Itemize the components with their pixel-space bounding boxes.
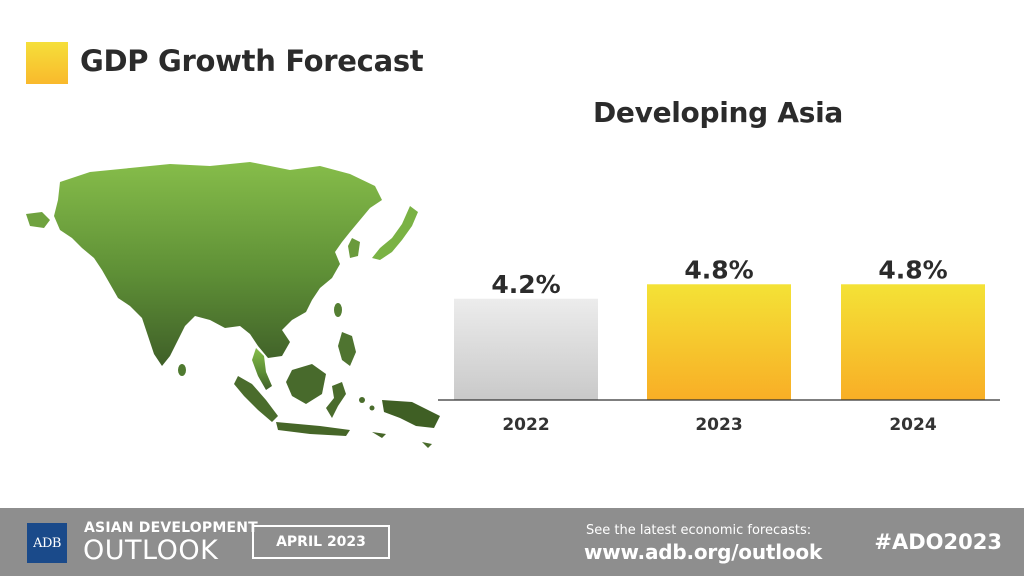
publication-name-bottom: OUTLOOK — [83, 535, 219, 566]
edition-date-badge: APRIL 2023 — [252, 525, 390, 559]
philippines-shape — [338, 332, 356, 366]
sumatra-shape — [234, 376, 278, 422]
bar-2022 — [454, 298, 598, 400]
hashtag: #ADO2023 — [874, 530, 1002, 554]
title-swatch — [26, 42, 68, 84]
data-label-2023: 4.8% — [684, 255, 753, 284]
asia-map-icon — [26, 162, 440, 448]
island-shape — [372, 432, 386, 438]
adb-logo: ADB — [27, 523, 67, 563]
tick-label-2022: 2022 — [502, 415, 549, 435]
chart-title: Developing Asia — [592, 96, 843, 129]
bar-chart: 4.2% 2022 4.8% 2023 4.8% 2024 — [438, 255, 1000, 435]
tick-label-2023: 2023 — [695, 415, 742, 435]
page-title: GDP Growth Forecast — [80, 44, 424, 78]
sri-lanka-shape — [178, 364, 186, 376]
asia-mainland-shape — [54, 162, 382, 366]
publication-name-top: ASIAN DEVELOPMENT — [84, 520, 258, 536]
japan-shape — [372, 206, 418, 260]
papua-shape — [382, 400, 440, 428]
cta-text: See the latest economic forecasts: — [586, 523, 812, 538]
data-label-2022: 4.2% — [491, 270, 560, 299]
korea-shape — [348, 238, 360, 258]
data-label-2024: 4.8% — [878, 255, 947, 284]
island-shape — [369, 405, 375, 411]
west-island-shape — [26, 212, 50, 228]
taiwan-shape — [334, 303, 342, 317]
footer-bar: ADB ASIAN DEVELOPMENT OUTLOOK APRIL 2023… — [0, 508, 1024, 576]
java-shape — [276, 422, 350, 436]
sulawesi-shape — [326, 382, 346, 418]
island-shape — [422, 442, 432, 448]
island-shape — [359, 397, 365, 403]
outlook-url-link[interactable]: www.adb.org/outlook — [584, 540, 823, 564]
tick-label-2024: 2024 — [889, 415, 936, 435]
borneo-shape — [286, 364, 326, 404]
bar-2023 — [647, 284, 791, 400]
bar-2024 — [841, 284, 985, 400]
malay-peninsula-shape — [252, 348, 272, 390]
